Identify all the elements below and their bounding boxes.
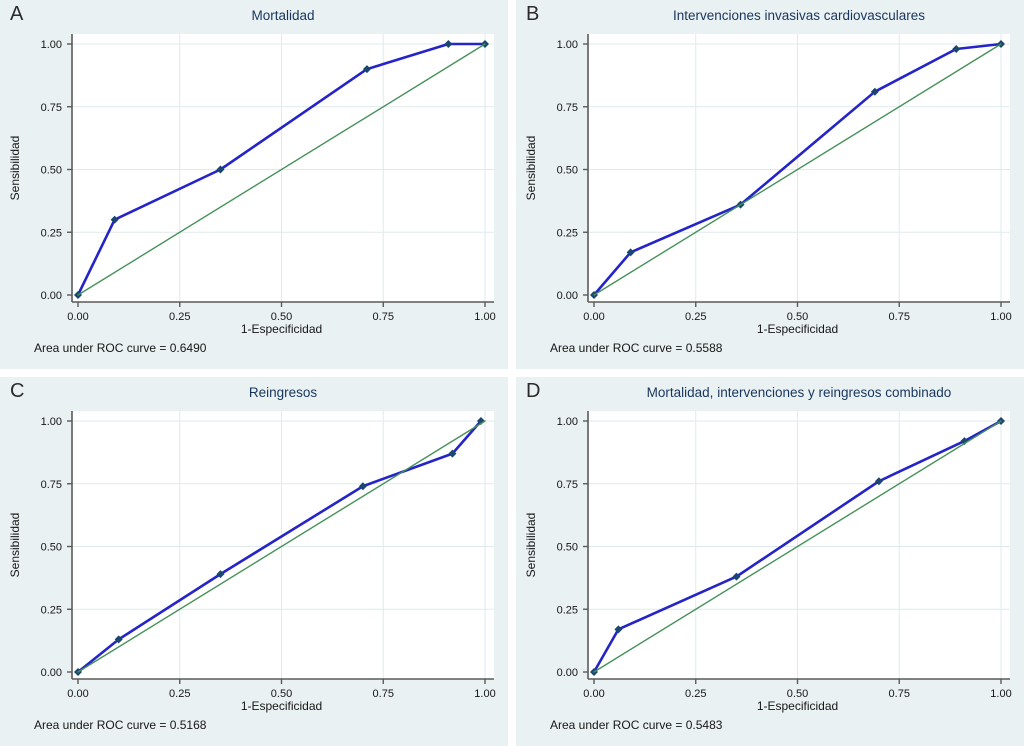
- y-tick-label: 0.75: [41, 102, 62, 114]
- x-tick-label: 1.00: [990, 688, 1011, 700]
- panel-intervenciones: 0.00 0.00 0.25 0.25 0.50 0.50 0.75 0.75 1.00 1.00…: [516, 0, 1024, 369]
- data-marker: [110, 215, 119, 224]
- roc-plot: 0.00 0.00 0.25 0.25 0.50 0.50 0.75 0.75 1.00 1.00: [41, 411, 496, 700]
- x-tick-label: 0.75: [373, 688, 394, 700]
- panel-letter: B: [526, 3, 540, 25]
- y-tick-label: 1.00: [41, 39, 62, 51]
- x-tick-label: 0.25: [169, 688, 190, 700]
- auc-note: Area under ROC curve = 0.5588: [550, 341, 723, 355]
- roc-curve: [592, 42, 1003, 297]
- panel-letter: D: [526, 380, 541, 402]
- chart-title: Mortalidad: [251, 8, 315, 23]
- y-tick-label: 0.50: [557, 542, 578, 554]
- auc-note: Area under ROC curve = 0.5168: [34, 718, 207, 732]
- x-tick-label: 0.00: [583, 688, 604, 700]
- y-tick-label: 0.25: [557, 604, 578, 616]
- auc-note: Area under ROC curve = 0.6490: [34, 341, 207, 355]
- reference-line: [77, 43, 486, 296]
- y-tick-label: 1.00: [41, 416, 62, 428]
- x-axis-label: 1-Especificidad: [756, 322, 839, 336]
- y-axis-label: Sensibilidad: [524, 512, 538, 578]
- y-tick-label: 0.25: [41, 604, 62, 616]
- y-axis-label: Sensibilidad: [524, 135, 538, 201]
- roc-plot: 0.00 0.00 0.25 0.25 0.50 0.50 0.75 0.75 1.00 1.00: [557, 34, 1012, 323]
- data-marker: [614, 625, 623, 634]
- data-marker: [362, 65, 371, 74]
- x-tick-label: 0.25: [169, 311, 190, 323]
- panel-letter: A: [10, 3, 24, 25]
- y-axis-label: Sensibilidad: [8, 135, 22, 201]
- x-tick-label: 0.50: [787, 688, 808, 700]
- roc-curve: [592, 419, 1003, 674]
- x-axis-label: 1-Especificidad: [240, 699, 323, 713]
- x-tick-label: 0.50: [271, 688, 292, 700]
- x-tick-label: 0.75: [889, 311, 910, 323]
- panel-reingresos: 0.00 0.00 0.25 0.25 0.50 0.50 0.75 0.75 1.00 1.00…: [0, 377, 508, 746]
- y-tick-label: 0.75: [557, 479, 578, 491]
- x-tick-label: 0.00: [583, 311, 604, 323]
- data-marker: [626, 248, 635, 257]
- data-marker: [952, 45, 961, 54]
- y-tick-label: 1.00: [557, 39, 578, 51]
- data-marker: [448, 449, 457, 458]
- data-marker: [870, 87, 879, 96]
- chart-title: Reingresos: [248, 385, 318, 400]
- panel-letter: C: [10, 380, 25, 402]
- data-marker: [874, 477, 883, 486]
- reference-line: [77, 420, 486, 673]
- data-marker: [216, 570, 225, 579]
- y-tick-label: 1.00: [557, 416, 578, 428]
- reference-line: [593, 43, 1002, 296]
- y-tick-label: 0.50: [557, 165, 578, 177]
- roc-curve: [76, 42, 487, 297]
- chart-title: Mortalidad, intervenciones y reingresos …: [646, 385, 952, 400]
- y-tick-label: 0.00: [557, 290, 578, 302]
- x-tick-label: 0.25: [685, 311, 706, 323]
- y-tick-label: 0.00: [557, 667, 578, 679]
- x-tick-label: 1.00: [474, 311, 495, 323]
- roc-plot: 0.00 0.00 0.25 0.25 0.50 0.50 0.75 0.75 1.00 1.00: [557, 411, 1012, 700]
- x-tick-label: 0.50: [271, 311, 292, 323]
- y-tick-label: 0.00: [41, 667, 62, 679]
- data-marker: [216, 165, 225, 174]
- chart-title: Intervenciones invasivas cardiovasculare…: [672, 8, 926, 23]
- y-axis-label: Sensibilidad: [8, 512, 22, 578]
- y-tick-label: 0.50: [41, 165, 62, 177]
- data-marker: [732, 572, 741, 581]
- data-marker: [960, 437, 969, 446]
- y-tick-label: 0.75: [41, 479, 62, 491]
- x-tick-label: 1.00: [990, 311, 1011, 323]
- y-tick-label: 0.25: [557, 227, 578, 239]
- data-marker: [114, 635, 123, 644]
- roc-plot: 0.00 0.00 0.25 0.25 0.50 0.50 0.75 0.75 1.00 1.00: [41, 34, 496, 323]
- x-tick-label: 0.75: [889, 688, 910, 700]
- x-tick-label: 0.75: [373, 311, 394, 323]
- x-axis-label: 1-Especificidad: [240, 322, 323, 336]
- x-tick-label: 0.50: [787, 311, 808, 323]
- panel-combinado: 0.00 0.00 0.25 0.25 0.50 0.50 0.75 0.75 1.00 1.00…: [516, 377, 1024, 746]
- panel-mortalidad: 0.00 0.00 0.25 0.25 0.50 0.50 0.75 0.75 1.00 1.00…: [0, 0, 508, 369]
- y-tick-label: 0.50: [41, 542, 62, 554]
- y-tick-label: 0.00: [41, 290, 62, 302]
- y-tick-label: 0.75: [557, 102, 578, 114]
- data-marker: [358, 482, 367, 491]
- auc-note: Area under ROC curve = 0.5483: [550, 718, 723, 732]
- y-tick-label: 0.25: [41, 227, 62, 239]
- data-marker: [444, 40, 453, 48]
- x-axis-label: 1-Especificidad: [756, 699, 839, 713]
- roc-curve: [76, 419, 483, 674]
- x-tick-label: 1.00: [474, 688, 495, 700]
- reference-line: [593, 420, 1002, 673]
- x-tick-label: 0.00: [67, 311, 88, 323]
- x-tick-label: 0.00: [67, 688, 88, 700]
- x-tick-label: 0.25: [685, 688, 706, 700]
